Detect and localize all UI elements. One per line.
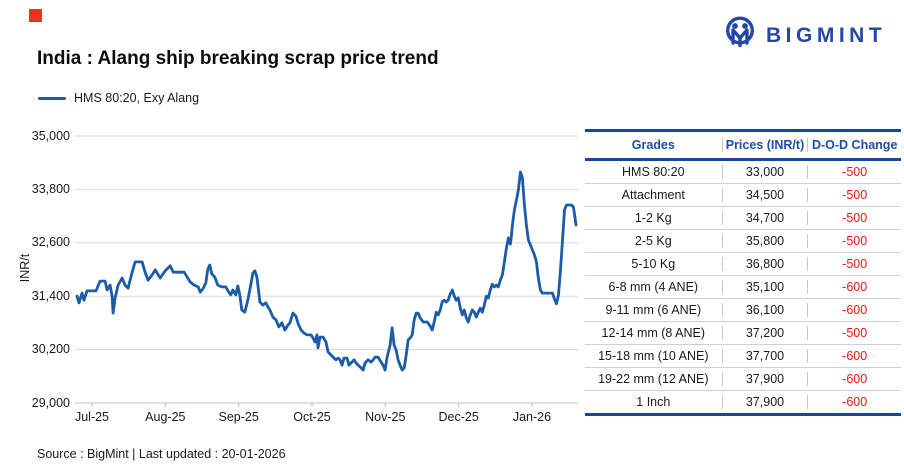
table-row: 5-10 Kg 36,800 -500 bbox=[585, 252, 901, 275]
change-cell: -500 bbox=[807, 211, 901, 225]
header-dod-change: D-O-D Change bbox=[807, 138, 901, 152]
change-cell: -600 bbox=[807, 395, 901, 409]
table-row: 19-22 mm (12 ANE) 37,900 -600 bbox=[585, 367, 901, 390]
price-cell: 34,500 bbox=[721, 188, 808, 202]
price-cell: 37,700 bbox=[721, 349, 808, 363]
price-cell: 37,900 bbox=[721, 372, 808, 386]
price-cell: 34,700 bbox=[721, 211, 808, 225]
bigmint-logo: BIGMINT bbox=[722, 15, 886, 56]
grade-cell: 1-2 Kg bbox=[634, 211, 672, 225]
change-cell: -500 bbox=[807, 234, 901, 248]
y-tick-label: 32,600 bbox=[31, 235, 70, 250]
grade-cell: 1 Inch bbox=[636, 395, 671, 409]
grade-cell: 6-8 mm (4 ANE) bbox=[608, 280, 699, 294]
price-cell: 36,800 bbox=[721, 257, 808, 271]
price-cell: 37,200 bbox=[721, 326, 808, 340]
table-row: 2-5 Kg 35,800 -500 bbox=[585, 229, 901, 252]
table-row: 12-14 mm (8 ANE) 37,200 -500 bbox=[585, 321, 901, 344]
x-tick-label: Jan-26 bbox=[512, 410, 552, 424]
page-title: India : Alang ship breaking scrap price … bbox=[37, 48, 439, 69]
price-table-body: HMS 80:20 33,000 -500 Attachment 34,500 -500 1… bbox=[585, 161, 901, 413]
change-cell: -600 bbox=[807, 372, 901, 386]
grade-cell: 15-18 mm (10 ANE) bbox=[598, 349, 709, 363]
chart-legend: HMS 80:20, Exy Alang bbox=[38, 91, 199, 105]
bigmint-logo-text: BIGMINT bbox=[766, 23, 887, 47]
change-cell: -600 bbox=[807, 280, 901, 294]
grade-cell: Attachment bbox=[621, 188, 685, 202]
x-tick-label: Jul-25 bbox=[74, 410, 110, 424]
y-tick-label: 31,400 bbox=[31, 288, 70, 303]
change-cell: -600 bbox=[807, 349, 901, 363]
legend-label: HMS 80:20, Exy Alang bbox=[74, 91, 200, 105]
y-tick-label: 29,000 bbox=[31, 395, 70, 410]
price-cell: 35,100 bbox=[721, 280, 808, 294]
table-row: 15-18 mm (10 ANE) 37,700 -600 bbox=[585, 344, 901, 367]
x-tick-label: Oct-25 bbox=[293, 410, 331, 424]
price-cell: 35,800 bbox=[721, 234, 808, 248]
red-square-marker bbox=[29, 9, 42, 22]
header-grades: Grades bbox=[631, 138, 675, 152]
change-cell: -500 bbox=[807, 165, 901, 179]
x-tick-label: Dec-25 bbox=[438, 410, 479, 424]
price-cell: 33,000 bbox=[721, 165, 808, 179]
change-cell: -600 bbox=[807, 303, 901, 317]
legend-line-swatch bbox=[38, 96, 66, 100]
table-row: HMS 80:20 33,000 -500 bbox=[585, 161, 901, 183]
x-tick-label: Aug-25 bbox=[145, 410, 186, 424]
grade-cell: 19-22 mm (12 ANE) bbox=[598, 372, 709, 386]
x-tick-label: Sep-25 bbox=[218, 410, 259, 424]
price-table-header: Grades Prices (INR/t) D-O-D Change bbox=[585, 132, 901, 161]
y-tick-label: 33,800 bbox=[31, 181, 70, 196]
grade-cell: 2-5 Kg bbox=[634, 234, 672, 248]
price-cell: 37,900 bbox=[721, 395, 808, 409]
bigmint-logo-icon bbox=[722, 15, 758, 56]
grade-cell: 9-11 mm (6 ANE) bbox=[605, 303, 702, 317]
price-table: Grades Prices (INR/t) D-O-D Change HMS 8… bbox=[585, 129, 901, 416]
table-row: 1-2 Kg 34,700 -500 bbox=[585, 206, 901, 229]
table-row: 1 Inch 37,900 -600 bbox=[585, 390, 901, 413]
change-cell: -500 bbox=[807, 188, 901, 202]
x-tick-label: Nov-25 bbox=[365, 410, 406, 424]
table-row: 6-8 mm (4 ANE) 35,100 -600 bbox=[585, 275, 901, 298]
change-cell: -500 bbox=[807, 326, 901, 340]
grade-cell: HMS 80:20 bbox=[622, 165, 685, 179]
header-prices: Prices (INR/t) bbox=[721, 138, 808, 152]
source-note: Source : BigMint | Last updated : 20-01-… bbox=[37, 447, 286, 461]
y-tick-label: 35,000 bbox=[31, 128, 70, 143]
change-cell: -500 bbox=[807, 257, 901, 271]
y-tick-label: 30,200 bbox=[31, 342, 70, 357]
price-cell: 36,100 bbox=[721, 303, 808, 317]
table-row: 9-11 mm (6 ANE) 36,100 -600 bbox=[585, 298, 901, 321]
grade-cell: 12-14 mm (8 ANE) bbox=[601, 326, 706, 340]
table-row: Attachment 34,500 -500 bbox=[585, 183, 901, 206]
grade-cell: 5-10 Kg bbox=[631, 257, 676, 271]
